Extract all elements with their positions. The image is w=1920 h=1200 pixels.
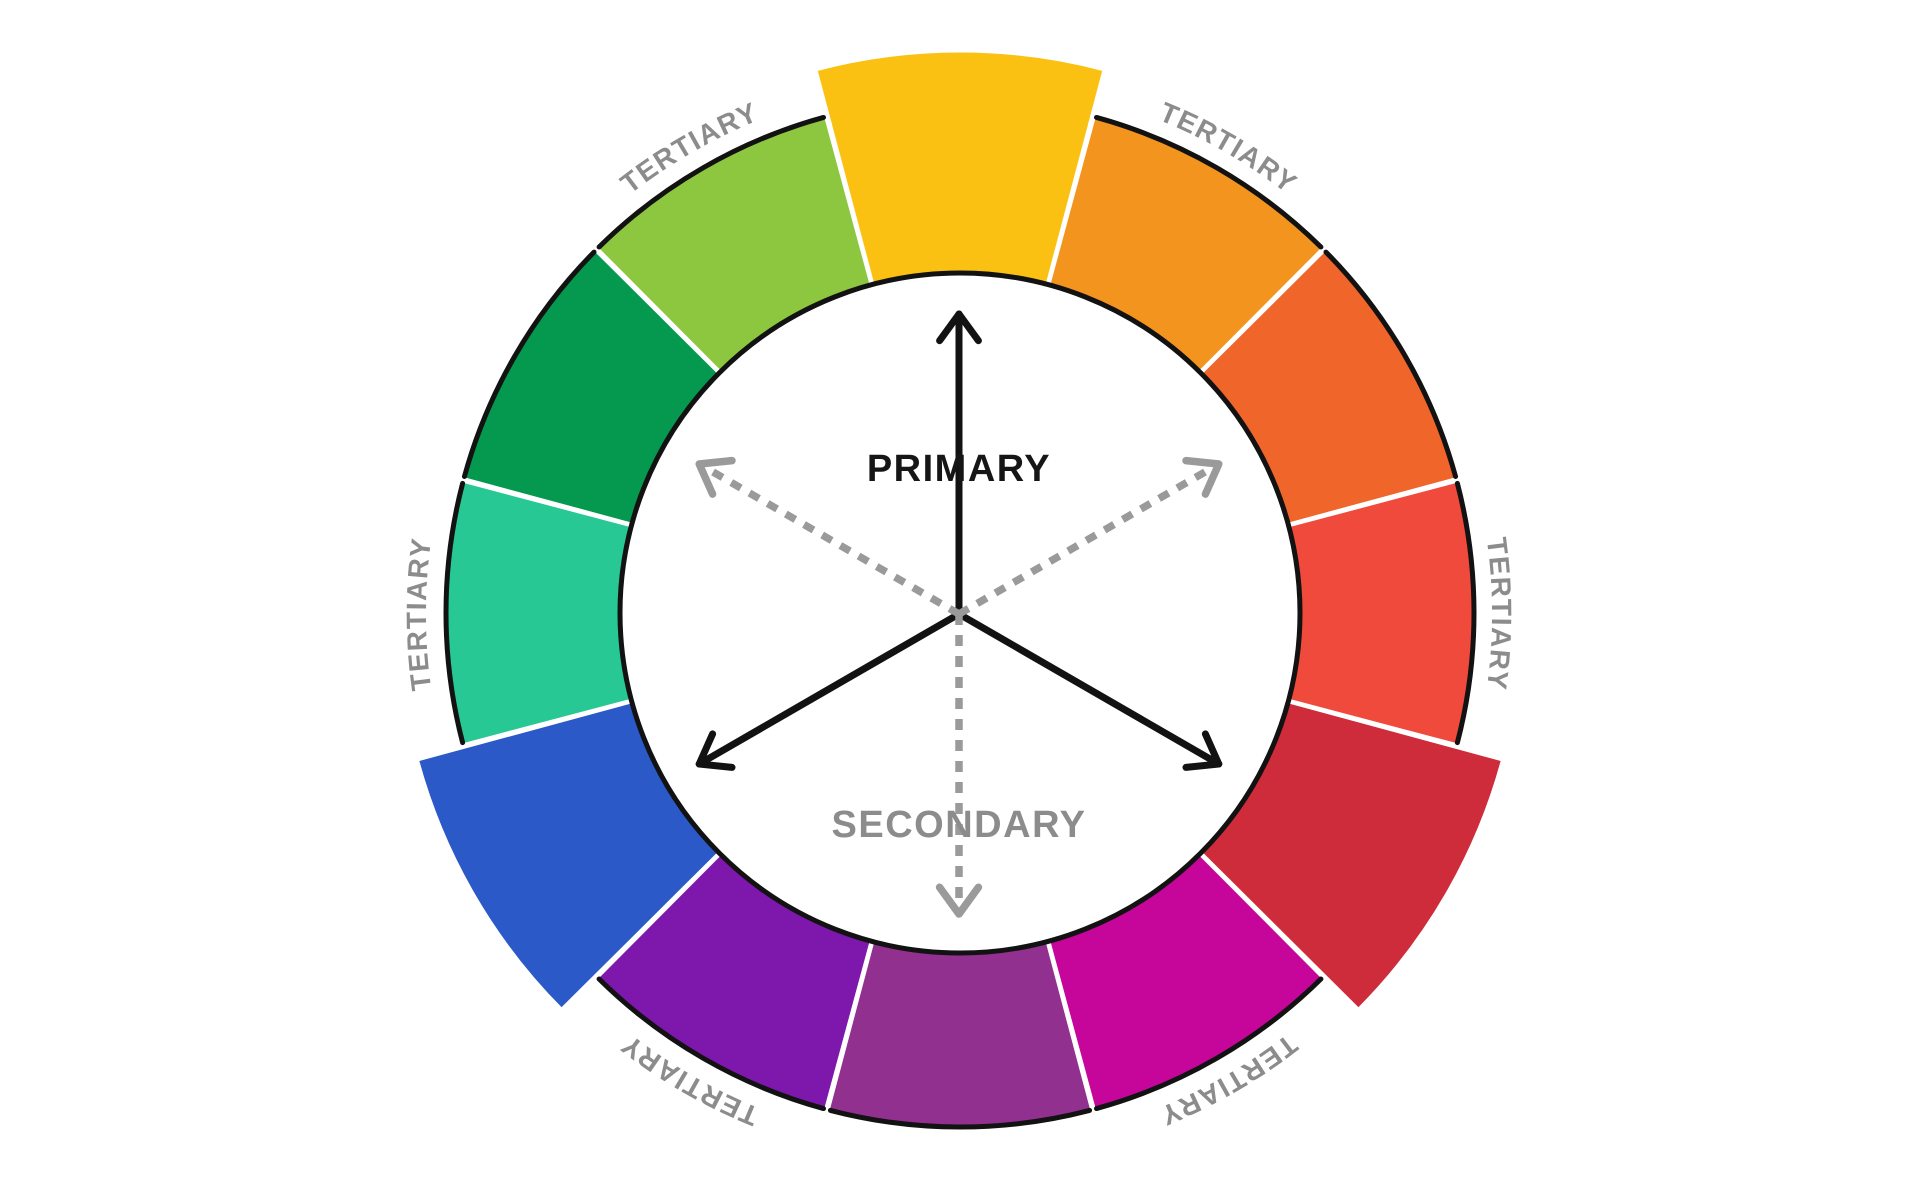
svg-text:TERTIARY: TERTIARY bbox=[1481, 536, 1517, 693]
svg-text:PRIMARY: PRIMARY bbox=[867, 448, 1051, 490]
svg-text:TERTIARY: TERTIARY bbox=[401, 536, 437, 693]
svg-text:SECONDARY: SECONDARY bbox=[832, 804, 1087, 846]
